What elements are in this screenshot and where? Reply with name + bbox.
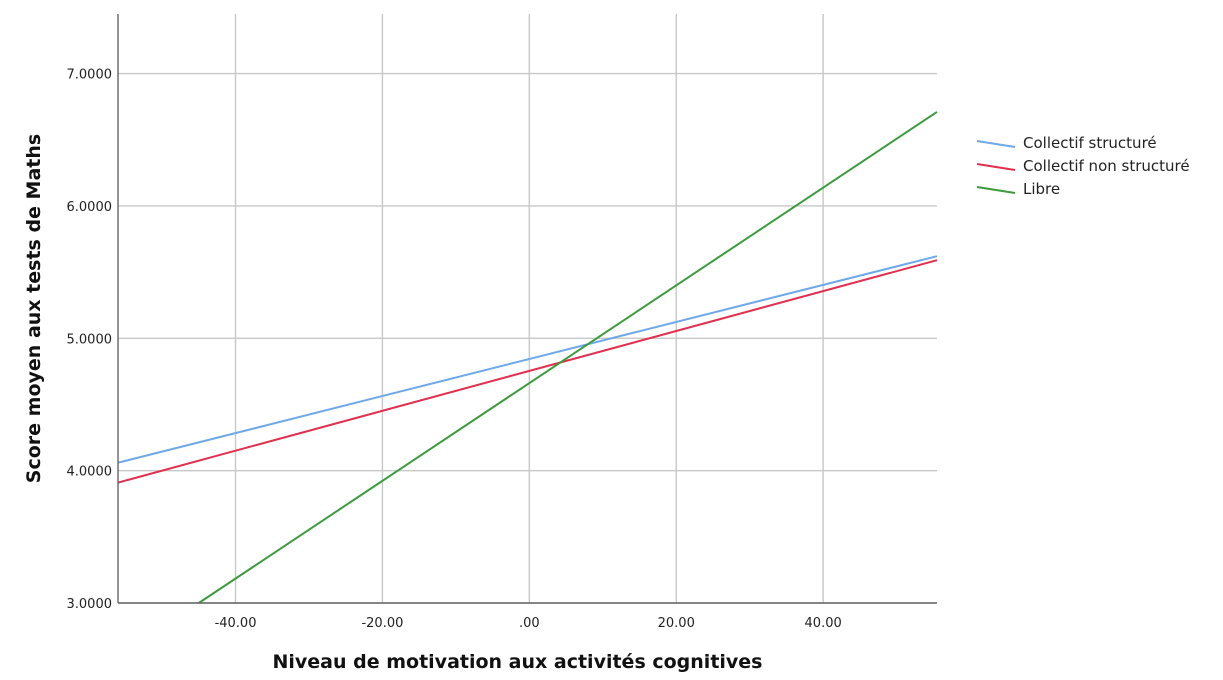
y-tick-label: 4.0000 [67, 465, 113, 480]
y-axis-title: Score moyen aux tests de Maths [23, 134, 45, 483]
legend-label: Collectif structuré [1023, 134, 1157, 152]
series-line [198, 111, 938, 604]
legend-swatch [976, 163, 1016, 171]
legend-swatch [976, 186, 1016, 194]
tick-labels: 3.0000 4.0000 5.0000 6.0000 7.0000 -40.00 -20.… [67, 68, 842, 631]
gridlines [118, 14, 937, 604]
x-tick-label: -20.00 [361, 616, 403, 631]
y-tick-label: 3.0000 [67, 597, 113, 612]
x-tick-label: 40.00 [805, 616, 842, 631]
series-line [117, 259, 938, 484]
axes [117, 14, 937, 604]
legend-swatch [976, 140, 1016, 148]
x-tick-label: 20.00 [658, 616, 695, 631]
legend-label: Libre [1023, 180, 1060, 198]
legend: Collectif structuré Collectif non structu… [976, 134, 1190, 198]
y-tick-label: 6.0000 [67, 200, 113, 215]
x-tick-label: -40.00 [215, 616, 257, 631]
series-line [117, 255, 938, 464]
series-lines [117, 111, 938, 604]
y-tick-label: 7.0000 [67, 68, 113, 83]
x-axis-title: Niveau de motivation aux activités cogni… [272, 651, 762, 673]
legend-label: Collectif non structuré [1023, 157, 1190, 175]
y-tick-label: 5.0000 [67, 332, 113, 347]
x-tick-label: .00 [519, 616, 540, 631]
